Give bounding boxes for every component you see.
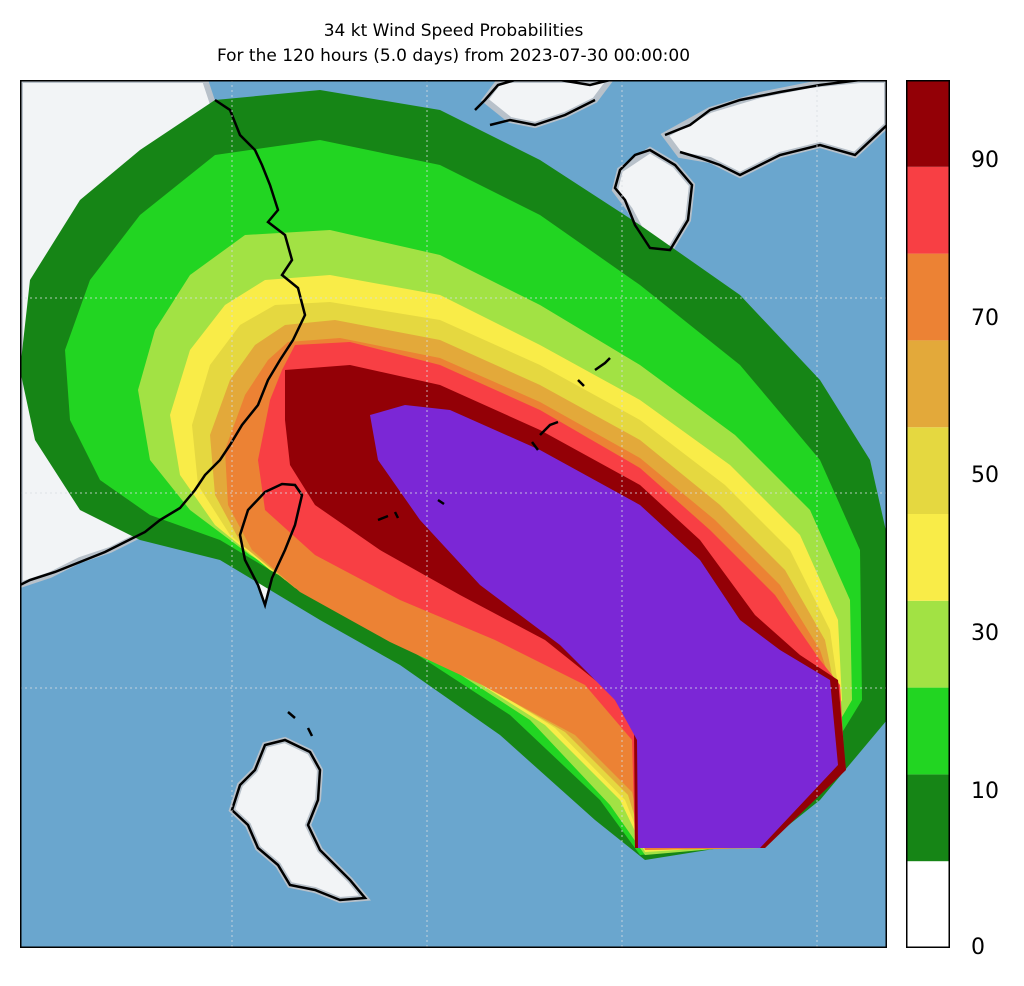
colorbar-segment xyxy=(906,80,950,167)
coastline-japan xyxy=(613,80,887,252)
colorbar-segment xyxy=(906,600,950,688)
chart-title: 34 kt Wind Speed Probabilities xyxy=(323,21,584,41)
colorbar-segment xyxy=(906,861,950,948)
colorbar-tick-label: 0 xyxy=(971,935,985,960)
colorbar-frame xyxy=(906,80,950,948)
coastline-china xyxy=(20,98,307,587)
colorbar-segment xyxy=(906,253,950,341)
map-frame xyxy=(20,80,887,948)
colorbar-tick-label: 50 xyxy=(971,463,999,488)
colorbar-segment xyxy=(906,166,950,254)
colorbar xyxy=(906,80,950,948)
colorbar-segment xyxy=(906,687,950,775)
coastline-korea xyxy=(474,80,611,127)
probability-map xyxy=(20,80,887,948)
colorbar-segment xyxy=(906,514,950,601)
coastline-ryukyu xyxy=(377,357,611,522)
colorbar-tick-label: 70 xyxy=(971,306,999,331)
colorbar-segment xyxy=(906,340,950,428)
colorbar-tick-label: 10 xyxy=(971,779,999,804)
coastline-taiwan xyxy=(238,482,304,610)
colorbar-tick-label: 30 xyxy=(971,621,999,646)
prob-band-90-100 xyxy=(370,405,838,848)
colorbar-tick-label: 90 xyxy=(971,148,999,173)
chart-subtitle: For the 120 hours (5.0 days) from 2023-0… xyxy=(216,46,691,66)
colorbar-segment xyxy=(906,774,950,862)
colorbar-segment xyxy=(906,427,950,514)
